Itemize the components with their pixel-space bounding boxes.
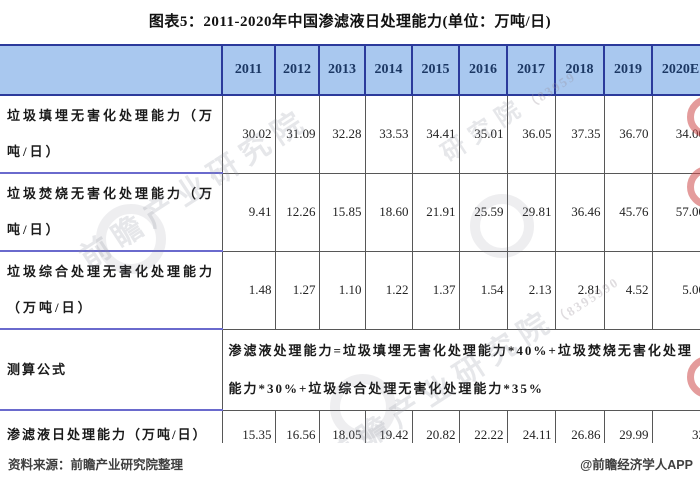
table-cell: 2.13	[506, 251, 555, 330]
data-table-container: 前瞻产业研究院 前瞻产业研究院（8395990 研究院（83959 2011 2…	[0, 44, 700, 443]
header-year: 2019	[603, 44, 652, 96]
table-cell: 15.35	[221, 410, 275, 443]
table-cell: 32	[651, 410, 700, 443]
table-row-formula: 测算公式 渗滤液处理能力=垃圾填埋无害化处理能力*40%+垃圾焚烧无害化处理能力…	[0, 329, 700, 411]
header-year: 2012	[274, 44, 319, 96]
header-year: 2014	[364, 44, 412, 96]
table-cell: 37.35	[554, 95, 604, 174]
table-cell: 32.28	[318, 95, 365, 174]
table-cell: 29.81	[506, 173, 555, 252]
row-label: 测算公式	[0, 329, 222, 411]
table-cell: 22.22	[458, 410, 507, 443]
table-header-row: 2011 2012 2013 2014 2015 2016 2017 2018 …	[0, 44, 700, 96]
table-cell: 33.53	[364, 95, 412, 174]
header-year: 2018	[554, 44, 604, 96]
table-cell: 19.42	[364, 410, 412, 443]
table-cell: 34.41	[411, 95, 459, 174]
table-cell: 5.00	[651, 251, 700, 330]
table-cell: 57.00	[651, 173, 700, 252]
header-year: 2013	[318, 44, 365, 96]
table-cell: 18.05	[318, 410, 365, 443]
table-row: 垃圾综合处理无害化处理能力（万吨/日） 1.48 1.27 1.10 1.22 …	[0, 251, 700, 330]
table-cell: 25.59	[458, 173, 507, 252]
table-cell: 36.70	[603, 95, 652, 174]
table-row: 渗滤液日处理能力（万吨/日） 15.35 16.56 18.05 19.42 2…	[0, 410, 700, 443]
table-cell: 34.00	[651, 95, 700, 174]
table-row: 垃圾焚烧无害化处理能力（万吨/日） 9.41 12.26 15.85 18.60…	[0, 173, 700, 252]
footer: 资料来源：前瞻产业研究院整理 @前瞻经济学人APP	[0, 452, 700, 476]
table-cell: 45.76	[603, 173, 652, 252]
header-corner-cell	[0, 44, 222, 96]
chart-title: 图表5：2011-2020年中国渗滤液日处理能力(单位：万吨/日)	[148, 14, 552, 30]
credit-note: @前瞻经济学人APP	[580, 458, 693, 472]
table-cell: 12.26	[274, 173, 319, 252]
table-cell: 24.11	[506, 410, 555, 443]
table-cell: 36.46	[554, 173, 604, 252]
source-note: 资料来源：前瞻产业研究院整理	[8, 458, 184, 472]
table-cell: 26.86	[554, 410, 604, 443]
table-cell: 20.82	[411, 410, 459, 443]
header-year: 2020E	[651, 44, 700, 96]
table-cell: 35.01	[458, 95, 507, 174]
table-cell: 1.54	[458, 251, 507, 330]
table-cell: 16.56	[274, 410, 319, 443]
header-year: 2011	[221, 44, 275, 96]
row-label: 垃圾综合处理无害化处理能力（万吨/日）	[0, 251, 222, 330]
header-year: 2017	[506, 44, 555, 96]
table-cell: 1.37	[411, 251, 459, 330]
row-label: 垃圾焚烧无害化处理能力（万吨/日）	[0, 173, 222, 252]
header-year: 2015	[411, 44, 459, 96]
table-cell: 2.81	[554, 251, 604, 330]
table-cell: 9.41	[221, 173, 275, 252]
data-table: 2011 2012 2013 2014 2015 2016 2017 2018 …	[0, 44, 700, 443]
row-label: 垃圾填埋无害化处理能力（万吨/日）	[0, 95, 222, 174]
table-cell: 18.60	[364, 173, 412, 252]
table-cell: 1.48	[221, 251, 275, 330]
header-year: 2016	[458, 44, 507, 96]
table-cell: 30.02	[221, 95, 275, 174]
table-cell: 29.99	[603, 410, 652, 443]
formula-cell: 渗滤液处理能力=垃圾填埋无害化处理能力*40%+垃圾焚烧无害化处理能力*30%+…	[221, 329, 700, 411]
table-cell: 4.52	[603, 251, 652, 330]
table-cell: 1.10	[318, 251, 365, 330]
table-cell: 31.09	[274, 95, 319, 174]
table-cell: 21.91	[411, 173, 459, 252]
row-label: 渗滤液日处理能力（万吨/日）	[0, 410, 222, 443]
table-cell: 36.05	[506, 95, 555, 174]
table-cell: 15.85	[318, 173, 365, 252]
table-row: 垃圾填埋无害化处理能力（万吨/日） 30.02 31.09 32.28 33.5…	[0, 95, 700, 174]
table-cell: 1.22	[364, 251, 412, 330]
table-cell: 1.27	[274, 251, 319, 330]
